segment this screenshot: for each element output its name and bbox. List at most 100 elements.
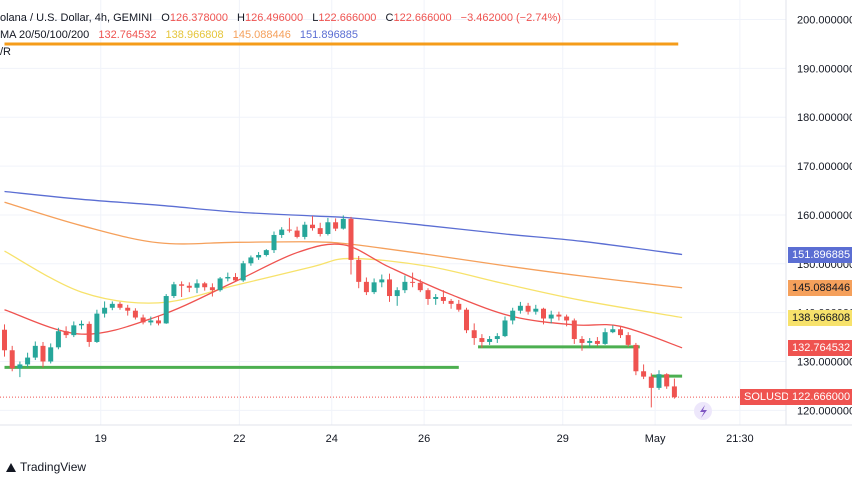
candle-body [94,313,100,342]
candle-body [641,371,647,377]
ma50-price-label: 138.966808 [788,309,852,326]
indicator-row: /R [0,45,17,59]
candle-body [156,320,161,324]
ma-legend-label: MA 20/50/100/200 [0,29,90,41]
candle-body [471,330,477,339]
candle-body [533,308,539,312]
candle-body [271,234,277,251]
candle-body [602,332,608,344]
horizontal-lines[interactable] [4,42,683,378]
ohlc-low-label: L [312,12,319,24]
candle-body [25,357,31,365]
price-axis[interactable]: 200.000000 190.000000 180.000000 170.000000… [797,15,852,418]
candle-body [548,314,554,319]
candle-body [294,230,300,237]
candle-body [633,344,639,372]
candle-body [610,329,616,333]
candle-body [456,303,462,310]
ma100-line [4,201,683,289]
ma100-price-label: 145.088446 [788,279,852,296]
symbol-info: olana / U.S. Dollar, 4h, GEMINI O126.378… [0,11,567,25]
candle-body [564,316,570,321]
candle-body [333,222,339,229]
candle-body [410,281,416,283]
candle-body [117,303,123,308]
candle-body [625,335,631,345]
candle-body [233,276,238,281]
ma50-value: 138.966808 [165,29,224,41]
ohlc-change: −3.462000 (−2.74%) [460,12,561,24]
candle-body [325,222,331,234]
ma-legend[interactable]: MA 20/50/100/200 132.764532 138.966808 1… [0,28,364,42]
ma200-value: 151.896885 [299,29,359,41]
candle-body [279,229,285,235]
symbol-price-tag: SOLUSD [740,389,794,406]
ohlc-close-label: C [385,12,394,24]
moving-averages [4,190,683,349]
tradingview-logo[interactable]: TradingView [6,460,86,474]
ma20-line [4,243,683,349]
ma50-line [4,250,683,319]
candle-body [618,329,623,336]
ohlc-open-label: O [161,12,170,24]
candle-body [148,320,154,323]
candle-body [263,250,269,255]
candle-body [9,350,15,369]
candle-body [525,305,531,312]
candle-body [32,345,38,358]
x-tick-label: 24 [326,433,338,445]
x-tick-label: 21:30 [726,433,754,445]
candle-body [194,283,200,288]
ohlc-high-label: H [237,12,245,24]
candle-body [102,307,108,314]
candle-body [225,276,231,279]
candle-body [179,284,185,286]
y-tick-label: 130.000000 [797,356,852,368]
ohlc-low: 122.666000 [318,12,377,24]
candle-body [217,278,223,291]
candle-body [440,297,446,301]
candle-body [202,283,208,288]
ma20-value: 132.764532 [98,29,157,41]
candle-body [2,329,7,351]
candle-body [394,290,400,297]
x-tick-label: 19 [95,433,107,445]
candle-body [371,282,377,293]
candle-body [671,386,677,398]
grid-lines [0,0,786,425]
candle-body [464,309,469,331]
candle-body [479,338,485,342]
candle-body [648,376,654,388]
x-tick-label: 26 [418,433,430,445]
ohlc-high: 126.496000 [245,12,304,24]
candles [2,215,677,408]
branding-text: TradingView [20,460,87,474]
candle-body [286,229,292,231]
ma20-price-label: 132.764532 [788,339,852,356]
candle-body [140,317,146,323]
candle-body [17,364,23,369]
time-axis[interactable]: 19 22 24 26 29 May 21:30 [95,433,754,445]
candle-body [502,320,508,337]
candle-body [379,279,385,283]
candle-body [433,297,439,299]
candle-body [171,284,177,297]
candle-body [163,296,169,324]
candle-body [356,259,362,282]
ma200-line [4,190,683,256]
ohlc-close: 122.666000 [393,12,452,24]
candle-body [402,281,408,291]
replay-icon[interactable] [694,402,712,420]
candle-body [317,228,323,234]
candle-body [48,347,54,362]
candle-body [79,323,84,326]
x-tick-label: 22 [233,433,245,445]
ma100-value: 145.088446 [232,29,291,41]
candle-body [556,314,562,317]
candle-body [517,305,523,311]
candle-body [487,339,493,342]
candle-body [587,340,593,343]
y-tick-label: 160.000000 [797,210,852,222]
x-tick-label: May [645,433,666,445]
